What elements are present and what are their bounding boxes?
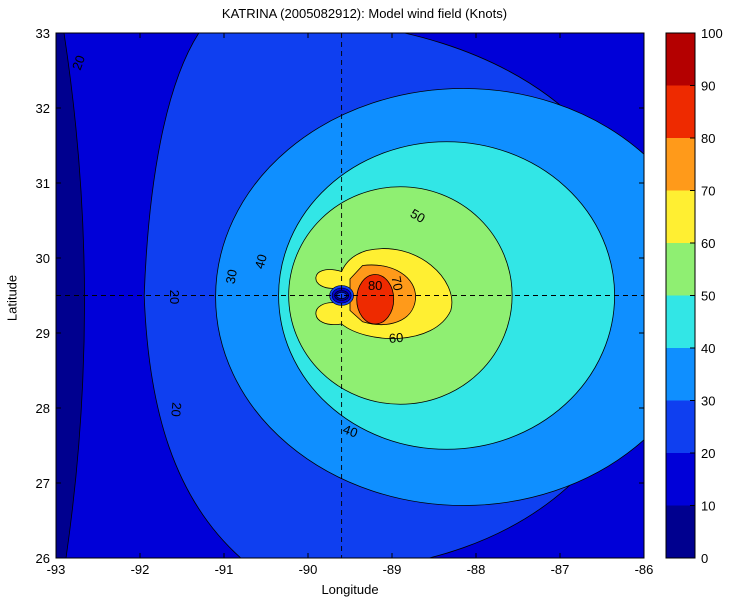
colorbar-tick-label: 40 (701, 341, 715, 356)
x-tick-label: -89 (383, 562, 402, 577)
colorbar-tick-label: 70 (701, 184, 715, 199)
colorbar-band-10 (666, 453, 695, 506)
contour-label-80: 80 (368, 278, 382, 293)
x-tick-label: -90 (299, 562, 318, 577)
x-tick-label: -87 (551, 562, 570, 577)
x-tick-label: -88 (467, 562, 486, 577)
contour-label-70: 70 (389, 275, 406, 292)
band-80 (356, 274, 395, 325)
y-tick-label: 32 (36, 101, 50, 116)
colorbar-tick-label: 100 (701, 26, 723, 41)
contour-label-40: 40 (341, 421, 360, 440)
y-tick-label: 31 (36, 176, 50, 191)
colorbar-tick-label: 90 (701, 79, 715, 94)
contour-label-20: 20 (69, 53, 88, 72)
band-0-10 (56, 33, 85, 558)
contour-label-50: 50 (408, 206, 428, 226)
chart-title: KATRINA (2005082912): Model wind field (… (221, 6, 508, 21)
x-tick-label: -86 (635, 562, 654, 577)
contour-label-30: 30 (223, 268, 240, 285)
colorbar-tick-label: 20 (701, 446, 715, 461)
colorbar-tick-label: 80 (701, 131, 715, 146)
y-tick-label: 26 (36, 551, 50, 566)
contour-labels: 20 20 20 30 40 40 50 60 70 80 (69, 53, 428, 440)
contour-label-20: 20 (168, 402, 184, 418)
colorbar-band-70 (666, 138, 695, 191)
colorbar-band-30 (666, 348, 695, 401)
y-tick-label: 28 (36, 401, 50, 416)
colorbar-tick-label: 50 (701, 289, 715, 304)
colorbar-tick-label: 0 (701, 551, 708, 566)
x-tick-label: -91 (215, 562, 234, 577)
colorbar-band-80 (666, 85, 695, 138)
colorbar-band-20 (666, 400, 695, 453)
colorbar-tick-label: 30 (701, 394, 715, 409)
x-tick-label: -93 (47, 562, 66, 577)
colorbar-band-50 (666, 243, 695, 296)
contour-label-60: 60 (388, 330, 404, 346)
x-axis-label: Longitude (321, 582, 379, 597)
colorbar-tick-label: 60 (701, 236, 715, 251)
y-tick-label: 30 (36, 251, 50, 266)
y-tick-label: 27 (36, 476, 50, 491)
center-crosshair (56, 33, 644, 558)
colorbar-band-60 (666, 190, 695, 243)
colorbar-band-0 (666, 505, 695, 558)
contour-label-40: 40 (252, 253, 270, 271)
y-tick-label: 29 (36, 326, 50, 341)
colorbar-band-90 (666, 33, 695, 86)
axes: -93 -92 -91 -90 -89 -88 -87 -86 26 27 28 29 30 31 32 33 (36, 26, 654, 577)
contour-fills (56, 33, 644, 558)
colorbar: 0 10 20 30 40 50 60 70 80 90 100 (665, 26, 723, 566)
plot-frame (55, 32, 645, 559)
y-tick-label: 33 (36, 26, 50, 41)
x-tick-label: -92 (131, 562, 150, 577)
contour-label-20: 20 (167, 290, 182, 304)
colorbar-band-40 (666, 295, 695, 348)
colorbar-tick-label: 10 (701, 499, 715, 514)
